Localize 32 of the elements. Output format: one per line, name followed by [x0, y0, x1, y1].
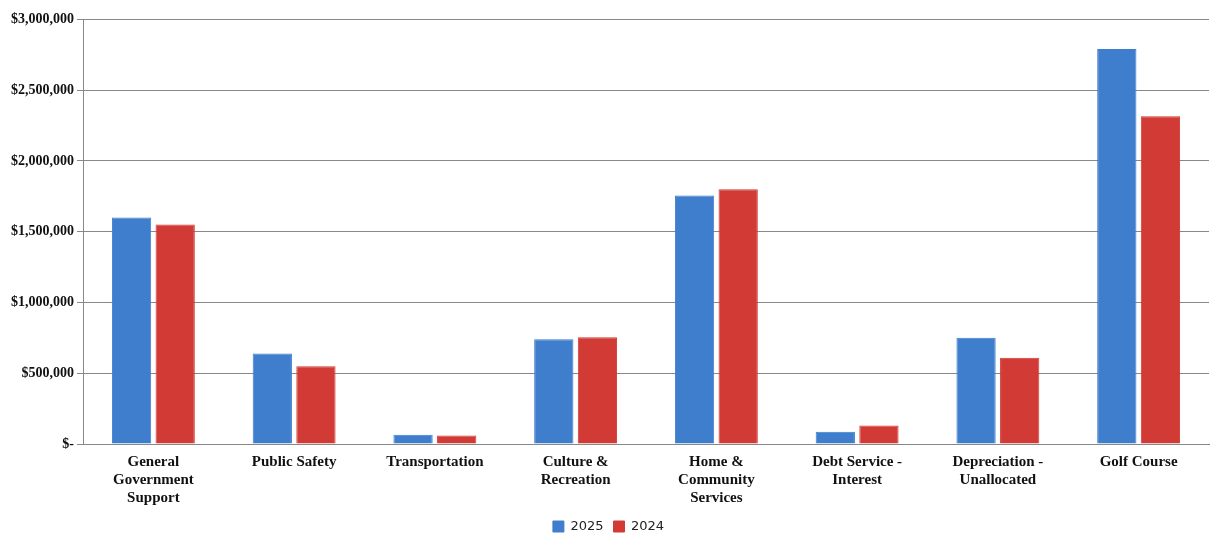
bar — [111, 217, 152, 444]
bar — [674, 195, 715, 444]
y-tick-label: $500,000 — [21, 364, 74, 380]
x-tick-label: Golf Course — [1099, 452, 1178, 469]
legend-label: 2024 — [631, 517, 665, 533]
bar — [155, 224, 195, 444]
bar — [534, 339, 574, 444]
bar — [1000, 357, 1040, 444]
bar — [393, 434, 433, 444]
bar — [718, 189, 758, 444]
x-tick-label: Home & Community Services — [678, 452, 756, 505]
x-tick-label: General Government Support — [112, 452, 194, 505]
bar — [577, 337, 618, 444]
y-tick-label: $1,000,000 — [11, 294, 74, 310]
bar — [252, 353, 292, 444]
x-tick-label: Transportation — [386, 452, 485, 469]
bar — [296, 366, 336, 444]
legend-label: 2025 — [570, 517, 604, 533]
y-tick-label: $3,000,000 — [11, 11, 74, 27]
x-tick-label: Public Safety — [251, 452, 337, 469]
bar — [815, 431, 855, 444]
bar — [1140, 116, 1181, 444]
y-tick-label: $1,500,000 — [11, 223, 74, 239]
x-tick-label: Culture & Recreation — [540, 452, 612, 487]
bar — [859, 425, 899, 444]
bar — [956, 337, 996, 444]
x-tick-label: Debt Service - Interest — [812, 452, 903, 487]
y-tick-label: $- — [62, 435, 75, 451]
y-tick-label: $2,500,000 — [11, 81, 74, 97]
y-tick-label: $2,000,000 — [11, 152, 74, 168]
x-tick-label: Depreciation - Unallocated — [952, 452, 1044, 487]
bar — [1097, 49, 1137, 444]
